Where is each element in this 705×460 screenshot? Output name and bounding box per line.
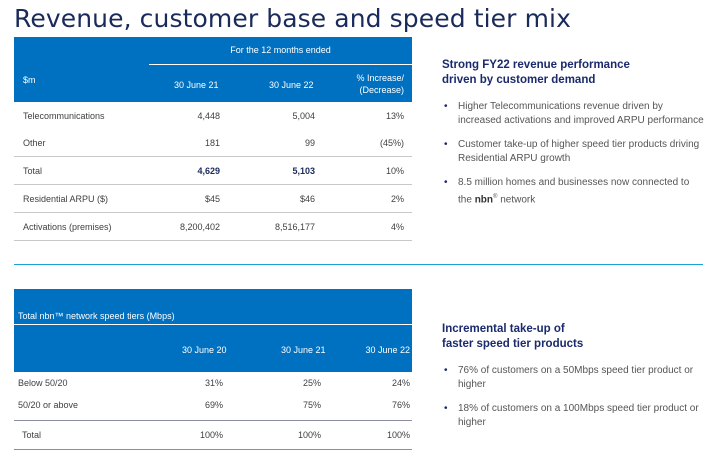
bullet-icon: • (444, 403, 448, 414)
brand-name: nbn (474, 194, 494, 206)
row-label: Below 50/20 (18, 378, 68, 388)
table-row-total: Total 4,629 5,103 10% (14, 157, 412, 185)
bullet-item: • 18% of customers on a 100Mbps speed tie… (442, 402, 704, 430)
commentary-speed-tiers: Incremental take-up of faster speed tier… (442, 322, 704, 440)
row-label: Total (23, 166, 43, 176)
revenue-table-header: For the 12 months ended $m 30 June 21 30… (14, 37, 412, 102)
bullet-icon: • (444, 101, 448, 112)
row-label: Total (22, 430, 42, 440)
span-header-rule (149, 64, 412, 65)
bullet-list: • Higher Telecommunications revenue drive… (442, 100, 704, 207)
cell-june21: 181 (204, 138, 220, 148)
bullet-icon: • (444, 139, 448, 150)
cell-june22: 8,516,177 (274, 222, 315, 232)
speed-table-title-bar: Total nbn™ network speed tiers (Mbps) (14, 289, 412, 324)
row-label: Residential ARPU ($) (23, 194, 109, 204)
bullet-icon: • (444, 177, 448, 188)
cell-june20: 69% (204, 400, 223, 410)
col-header-june22: 30 June 22 (365, 345, 410, 355)
cell-june21: 4,629 (197, 166, 220, 176)
speed-table-title: Total nbn™ network speed tiers (Mbps) (18, 311, 175, 321)
bullet-text: Customer take-up of higher speed tier pr… (458, 139, 700, 164)
commentary-revenue: Strong FY22 revenue performance driven b… (442, 58, 704, 217)
table-row: Residential ARPU ($) $45 $46 2% (14, 185, 412, 213)
table-row: Activations (premises) 8,200,402 8,516,1… (14, 213, 412, 241)
heading-line: driven by customer demand (442, 74, 596, 86)
row-label: Other (23, 138, 46, 148)
section-divider (14, 264, 703, 265)
commentary-heading: Incremental take-up of faster speed tier… (442, 322, 704, 352)
bullet-item: • Higher Telecommunications revenue drive… (442, 100, 704, 128)
revenue-table: For the 12 months ended $m 30 June 21 30… (14, 37, 412, 241)
col-header-pct: % Increase/ (Decrease) (356, 72, 404, 96)
bullet-icon: • (444, 365, 448, 376)
table-row-total: Total 100% 100% 100% (14, 421, 412, 450)
cell-june22: $46 (299, 194, 315, 204)
heading-line: Incremental take-up of (442, 323, 565, 335)
cell-june21: 100% (297, 430, 321, 440)
speed-table-header: 30 June 20 30 June 21 30 June 22 (14, 324, 412, 372)
cell-june22: 5,103 (292, 166, 315, 176)
table-row: Other 181 99 (45%) (14, 129, 412, 157)
bullet-text-tail: network (497, 194, 536, 206)
table-row: 50/20 or above 69% 75% 76% (14, 394, 412, 421)
cell-pct: 13% (385, 111, 404, 121)
span-header: For the 12 months ended (230, 45, 331, 55)
bullet-item: • 76% of customers on a 50Mbps speed tier… (442, 364, 704, 392)
bullet-text: 76% of customers on a 50Mbps speed tier … (458, 365, 694, 390)
col-header-pct-line1: % Increase/ (356, 73, 404, 83)
row-label: 50/20 or above (18, 400, 79, 410)
cell-june21: 25% (302, 378, 321, 388)
cell-june22: 5,004 (292, 111, 315, 121)
registered-mark: ® (493, 194, 498, 200)
cell-pct: 4% (390, 222, 404, 232)
row-label: Telecommunications (23, 111, 105, 121)
cell-pct: (45%) (379, 138, 404, 148)
bullet-text: 8.5 million homes and businesses now con… (458, 177, 690, 206)
col-header-june22: 30 June 22 (269, 80, 314, 90)
cell-june21: 8,200,402 (179, 222, 220, 232)
table-row: Below 50/20 31% 25% 24% (14, 372, 412, 394)
cell-june22: 100% (386, 430, 410, 440)
bullet-item: • Customer take-up of higher speed tier p… (442, 138, 704, 166)
cell-pct: 2% (390, 194, 404, 204)
heading-line: Strong FY22 revenue performance (442, 59, 630, 71)
commentary-heading: Strong FY22 revenue performance driven b… (442, 58, 704, 88)
cell-june20: 100% (199, 430, 223, 440)
heading-line: faster speed tier products (442, 338, 584, 350)
bullet-item: • 8.5 million homes and businesses now co… (442, 176, 704, 207)
speed-tier-table: Total nbn™ network speed tiers (Mbps) 30… (14, 289, 412, 450)
bullet-text: Higher Telecommunications revenue driven… (458, 101, 704, 126)
cell-june22: 76% (391, 400, 410, 410)
row-label: Activations (premises) (23, 222, 112, 232)
col-header-pct-line2: (Decrease) (359, 85, 404, 95)
page-title: Revenue, customer base and speed tier mi… (14, 4, 571, 33)
bullet-list: • 76% of customers on a 50Mbps speed tier… (442, 364, 704, 430)
bullet-text: 18% of customers on a 100Mbps speed tier… (458, 403, 699, 428)
unit-label: $m (23, 75, 36, 85)
col-header-june21: 30 June 21 (281, 345, 326, 355)
cell-june21: $45 (204, 194, 220, 204)
cell-june22: 24% (391, 378, 410, 388)
table-row: Telecommunications 4,448 5,004 13% (14, 102, 412, 129)
col-header-june20: 30 June 20 (182, 345, 227, 355)
cell-pct: 10% (385, 166, 404, 176)
col-header-june21: 30 June 21 (174, 80, 219, 90)
cell-june21: 75% (302, 400, 321, 410)
cell-june21: 4,448 (197, 111, 220, 121)
cell-june22: 99 (304, 138, 315, 148)
cell-june20: 31% (204, 378, 223, 388)
